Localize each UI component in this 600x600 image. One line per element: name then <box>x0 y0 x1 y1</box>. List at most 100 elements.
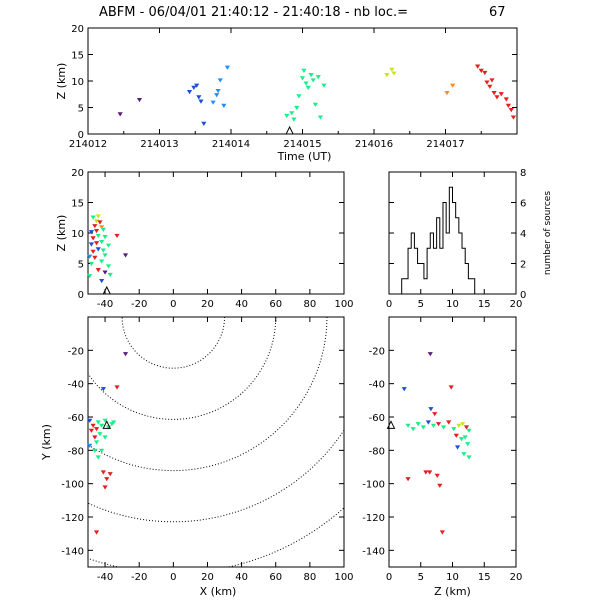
source-point <box>465 442 471 447</box>
source-point <box>92 255 98 260</box>
source-point <box>498 92 504 97</box>
source-point <box>461 452 467 457</box>
y-axis-label: Z (km) <box>55 63 68 100</box>
x-tick-label: 60 <box>269 299 282 310</box>
source-point <box>303 81 309 86</box>
source-point <box>453 433 459 438</box>
x-tick-label: 0 <box>170 572 176 583</box>
x-tick-label: 214017 <box>426 139 464 150</box>
time-height-panel: 214012 214013 214014 214015 214016 214017 0 5 10… <box>55 24 518 163</box>
source-point <box>93 219 100 224</box>
source-point <box>221 103 227 108</box>
source-point <box>460 422 466 427</box>
source-point <box>451 427 457 432</box>
x-tick-label: 5 <box>418 299 424 310</box>
source-point <box>312 102 318 107</box>
x-tick-label: 5 <box>418 572 424 583</box>
station-marker <box>386 420 396 429</box>
source-point <box>425 420 431 425</box>
y-tick-label: 15 <box>71 51 84 62</box>
y-tick-label: 5 <box>78 260 84 271</box>
source-point <box>389 67 395 72</box>
source-point <box>454 445 461 450</box>
source-point <box>391 71 397 76</box>
source-point <box>299 76 306 81</box>
source-point <box>482 70 488 76</box>
range-ring <box>88 429 344 523</box>
x-tick-label: 0 <box>170 299 176 310</box>
source-point <box>99 225 105 230</box>
source-point <box>437 483 443 488</box>
source-point <box>99 278 105 284</box>
source-point <box>484 80 490 85</box>
source-point <box>405 477 411 482</box>
source-point <box>491 91 497 96</box>
y-axis-label: number of sources <box>543 191 553 275</box>
x-tick-label: 0 <box>386 299 392 310</box>
source-point <box>466 428 472 433</box>
y-tick-label: -60 <box>68 413 84 424</box>
source-point <box>88 428 95 433</box>
x-tick-label: 214013 <box>140 139 178 150</box>
source-point <box>296 94 302 99</box>
y-tick-label: 0 <box>520 290 526 301</box>
source-point <box>100 227 106 232</box>
source-point <box>93 530 100 535</box>
y-tick-label: 20 <box>71 24 84 35</box>
y-tick-label: -140 <box>362 546 385 557</box>
x-tick-label: 15 <box>478 299 491 310</box>
source-point <box>310 78 316 83</box>
source-point <box>92 224 98 229</box>
x-tick-label: -40 <box>97 572 113 583</box>
source-point <box>97 432 103 437</box>
x-tick-label: -40 <box>97 299 113 310</box>
source-point <box>489 78 495 83</box>
source-point <box>214 93 220 98</box>
source-point <box>217 78 223 83</box>
x-tick-label: 214012 <box>69 139 107 150</box>
source-point <box>198 99 204 104</box>
source-point <box>93 228 100 234</box>
source-point <box>210 100 216 105</box>
source-point <box>427 470 433 475</box>
source-point <box>105 264 112 269</box>
title-text: ABFM - 06/04/01 21:40:12 - 21:40:18 - nb… <box>99 5 408 20</box>
x-tick-label: -20 <box>131 572 147 583</box>
source-point <box>100 470 106 475</box>
source-point <box>315 75 321 80</box>
source-point <box>93 427 100 432</box>
source-point <box>439 530 445 535</box>
x-tick-label: 40 <box>235 572 248 583</box>
figure-title: ABFM - 06/04/01 21:40:12 - 21:40:18 - nb… <box>99 5 506 20</box>
y-tick-label: -100 <box>61 480 84 491</box>
source-point <box>95 214 101 219</box>
y-tick-label: -40 <box>369 380 385 391</box>
y-tick-label: 10 <box>71 229 84 240</box>
source-point <box>462 435 468 440</box>
source-point <box>92 435 98 440</box>
x-tick-label: 214014 <box>212 139 250 150</box>
source-point <box>99 448 105 453</box>
source-point <box>423 470 429 475</box>
x-tick-label: 214015 <box>283 139 321 150</box>
source-point <box>410 427 416 432</box>
source-point <box>97 220 103 225</box>
source-point <box>505 103 512 108</box>
source-point <box>95 247 101 252</box>
source-point <box>434 473 440 478</box>
source-point <box>114 233 120 239</box>
source-point <box>122 352 129 357</box>
source-point <box>95 233 101 239</box>
source-point <box>301 68 307 73</box>
source-point <box>102 270 108 275</box>
x-tick-label: 0 <box>386 572 392 583</box>
source-point <box>90 249 96 254</box>
source-point <box>95 455 101 460</box>
source-point <box>415 422 421 427</box>
source-point <box>446 420 452 425</box>
x-tick-label: 20 <box>510 299 523 310</box>
source-point <box>435 422 442 427</box>
source-point <box>102 485 108 490</box>
source-point <box>466 455 472 460</box>
